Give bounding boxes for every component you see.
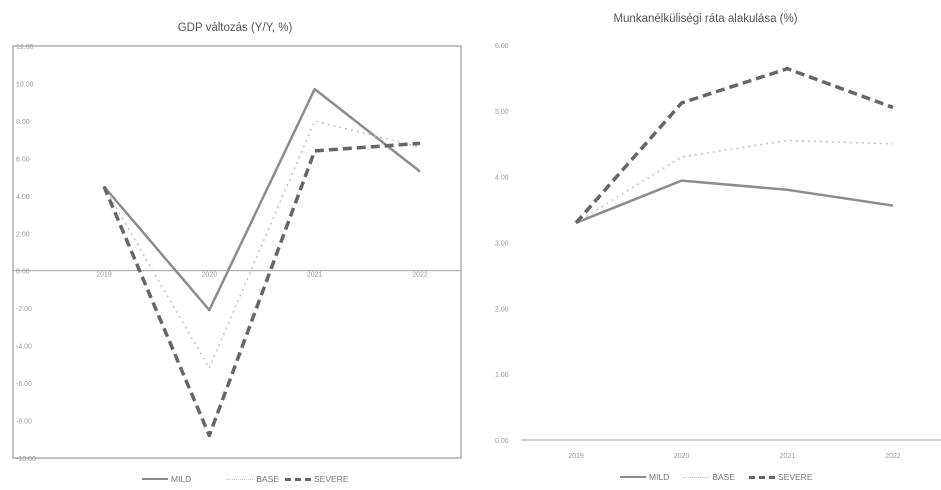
unemployment-legend: MILD BASE SEVERE [620,472,813,482]
gdp-x-tick-label: 2020 [202,272,218,279]
legend-swatch-mild [142,478,168,480]
legend-item-base: BASE [227,474,279,484]
legend-swatch-severe [285,478,311,481]
legend-label-severe: SEVERE [778,472,813,482]
legend-swatch-base [683,477,709,478]
legend-label-severe: SEVERE [314,474,349,484]
legend-label-base: BASE [712,472,735,482]
legend-item-severe: SEVERE [749,472,813,482]
unemployment-y-tick-label: 2.00 [495,306,509,313]
gdp-y-tick-label: 8.00 [16,119,30,126]
gdp-y-tick-label: -8.00 [16,419,32,426]
legend-item-base: BASE [683,472,735,482]
legend-label-mild: MILD [171,474,191,484]
unemployment-x-tick-label: 2022 [885,453,901,460]
gdp-x-tick-label: 2019 [96,272,112,279]
legend-item-mild: MILD [620,472,669,482]
legend-item-mild: MILD [142,474,191,484]
gdp-x-tick-label: 2021 [307,272,323,279]
gdp-y-tick-label: -10.00 [16,456,36,463]
gdp-legend: MILD BASE SEVERE [142,474,349,484]
gdp-y-tick-label: 0.00 [16,269,30,276]
gdp-y-tick-label: -2.00 [16,306,32,313]
unemployment-x-tick-label: 2020 [674,453,690,460]
legend-label-mild: MILD [649,472,669,482]
unemployment-y-tick-label: 0.00 [495,438,509,445]
unemployment-series-base-line [576,141,893,223]
unemployment-y-tick-label: 5.00 [495,109,509,116]
unemployment-x-tick-label: 2019 [568,453,584,460]
gdp-chart-title: GDP változás (Y/Y, %) [0,22,470,34]
legend-item-severe: SEVERE [285,474,349,484]
unemployment-y-tick-label: 3.00 [495,241,509,248]
gdp-y-tick-label: -6.00 [16,381,32,388]
unemployment-series-mild-line [576,181,893,223]
gdp-series-base-line [104,121,420,368]
unemployment-chart: Munkanélküliségi ráta alakulása (%) 6.00… [470,0,941,485]
gdp-chart-plot: 12.00 10.00 8.00 6.00 4.00 2.00 0.00 -2.00 -4.00… [0,0,470,485]
gdp-y-tick-label: -4.00 [16,344,32,351]
gdp-y-tick-label: 6.00 [16,156,30,163]
unemployment-chart-title: Munkanélküliségi ráta alakulása (%) [470,13,941,25]
legend-label-base: BASE [256,474,279,484]
unemployment-y-tick-label: 1.00 [495,372,509,379]
legend-swatch-mild [620,476,646,478]
gdp-x-tick-label: 2022 [412,272,428,279]
legend-swatch-severe [749,476,775,479]
legend-swatch-base [227,479,253,480]
gdp-series-mild-line [104,89,420,310]
unemployment-y-tick-label: 4.00 [495,175,509,182]
gdp-y-tick-label: 10.00 [16,81,34,88]
gdp-y-tick-label: 2.00 [16,231,30,238]
gdp-y-tick-label: 12.00 [16,44,34,51]
gdp-chart: GDP változás (Y/Y, %) 12.00 10.00 8.00 6.00… [0,0,470,485]
gdp-series-severe-line [104,143,420,435]
gdp-y-tick-label: 4.00 [16,194,30,201]
unemployment-y-tick-label: 6.00 [495,43,509,50]
unemployment-x-tick-label: 2021 [780,453,796,460]
unemployment-chart-plot: 6.00 5.00 4.00 3.00 2.00 1.00 0.00 2019 2020 2021… [470,0,941,485]
